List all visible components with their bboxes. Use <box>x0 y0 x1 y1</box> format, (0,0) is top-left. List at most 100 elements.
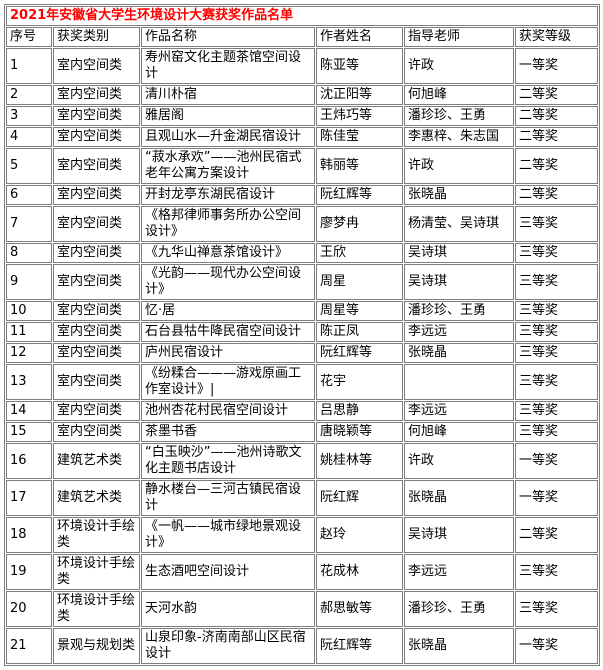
table-cell: 潘珍珍、王勇 <box>404 106 514 126</box>
table-cell: 山泉印象-济南南部山区民宿设计 <box>141 628 315 664</box>
table-cell: 19 <box>6 554 52 590</box>
table-row: 10 室内空间类 忆·居 周星等 潘珍珍、王勇 三等奖 <box>6 301 599 321</box>
table-cell: 吴诗琪 <box>404 243 514 263</box>
header-cell: 作者姓名 <box>316 27 403 47</box>
awards-table-body: 2021年安徽省大学生环境设计大赛获奖作品名单 序号 获奖类别 作品名称 作者姓名 指导… <box>6 6 599 664</box>
table-row: 2 室内空间类 清川朴宿 沈正阳等 何旭峰 二等奖 <box>6 85 599 105</box>
table-cell: 二等奖 <box>515 148 599 184</box>
table-cell: 陈正凤 <box>316 322 403 342</box>
table-cell: 一等奖 <box>515 443 599 479</box>
table-cell: 廖梦冉 <box>316 206 403 242</box>
table-cell: 静水楼台—三河古镇民宿设计 <box>141 480 315 516</box>
table-cell: 李惠梓、朱志国 <box>404 127 514 147</box>
table-cell: 室内空间类 <box>53 185 140 205</box>
table-cell: 《一帆——城市绿地景观设计》 <box>141 517 315 553</box>
table-cell: 7 <box>6 206 52 242</box>
table-cell: 茶墨书香 <box>141 422 315 442</box>
table-cell: 环境设计手绘类 <box>53 517 140 553</box>
table-cell: 张晓晶 <box>404 343 514 363</box>
table-cell: 池州杏花村民宿空间设计 <box>141 401 315 421</box>
table-cell: 三等奖 <box>515 422 599 442</box>
table-cell: 生态酒吧空间设计 <box>141 554 315 590</box>
table-cell: 18 <box>6 517 52 553</box>
header-cell: 获奖类别 <box>53 27 140 47</box>
table-cell: 许政 <box>404 148 514 184</box>
table-cell: 17 <box>6 480 52 516</box>
table-cell: 寿州窑文化主题茶馆空间设计 <box>141 48 315 84</box>
table-row: 12 室内空间类 庐州民宿设计 阮红辉等 张晓晶 三等奖 <box>6 343 599 363</box>
table-cell: 赵玲 <box>316 517 403 553</box>
table-row: 4 室内空间类 且观山水—升金湖民宿设计 陈佳莹 李惠梓、朱志国 二等奖 <box>6 127 599 147</box>
table-row: 21 景观与规划类 山泉印象-济南南部山区民宿设计 阮红辉等 张晓晶 一等奖 <box>6 628 599 664</box>
table-cell: 郝思敏等 <box>316 591 403 627</box>
table-row: 19 环境设计手绘类 生态酒吧空间设计 花成林 李远远 三等奖 <box>6 554 599 590</box>
table-cell: 李远远 <box>404 554 514 590</box>
table-cell: 室内空间类 <box>53 401 140 421</box>
table-cell: 一等奖 <box>515 628 599 664</box>
table-cell: “菽水承欢”——池州民宿式老年公寓方案设计 <box>141 148 315 184</box>
table-cell: 《九华山禅意茶馆设计》 <box>141 243 315 263</box>
table-cell: 室内空间类 <box>53 106 140 126</box>
header-cell: 序号 <box>6 27 52 47</box>
table-cell: 5 <box>6 148 52 184</box>
table-cell: 11 <box>6 322 52 342</box>
table-cell: 二等奖 <box>515 127 599 147</box>
table-cell: 天河水韵 <box>141 591 315 627</box>
header-cell: 指导老师 <box>404 27 514 47</box>
table-row: 7 室内空间类 《格邦律师事务所办公空间设计》 廖梦冉 杨清莹、吴诗琪 三等奖 <box>6 206 599 242</box>
table-cell: 室内空间类 <box>53 322 140 342</box>
awards-table: 2021年安徽省大学生环境设计大赛获奖作品名单 序号 获奖类别 作品名称 作者姓名 指导… <box>4 4 601 666</box>
table-cell: 室内空间类 <box>53 343 140 363</box>
table-cell: 13 <box>6 364 52 400</box>
table-cell: 二等奖 <box>515 85 599 105</box>
header-row: 序号 获奖类别 作品名称 作者姓名 指导老师 获奖等级 <box>6 27 599 47</box>
table-cell: 石台县牯牛降民宿空间设计 <box>141 322 315 342</box>
table-cell: 王炜巧等 <box>316 106 403 126</box>
table-cell: 三等奖 <box>515 364 599 400</box>
table-row: 1 室内空间类 寿州窑文化主题茶馆空间设计 陈亚等 许政 一等奖 <box>6 48 599 84</box>
table-cell: 8 <box>6 243 52 263</box>
table-cell: 潘珍珍、王勇 <box>404 591 514 627</box>
table-row: 6 室内空间类 开封龙亭东湖民宿设计 阮红辉等 张晓晶 二等奖 <box>6 185 599 205</box>
table-cell: 建筑艺术类 <box>53 480 140 516</box>
table-cell: 三等奖 <box>515 264 599 300</box>
table-cell: 10 <box>6 301 52 321</box>
table-cell: 阮红辉等 <box>316 343 403 363</box>
table-cell: 开封龙亭东湖民宿设计 <box>141 185 315 205</box>
table-cell: 陈佳莹 <box>316 127 403 147</box>
table-cell: 唐晓颖等 <box>316 422 403 442</box>
table-cell: 12 <box>6 343 52 363</box>
table-cell: 阮红辉 <box>316 480 403 516</box>
table-row: 3 室内空间类 雅居阁 王炜巧等 潘珍珍、王勇 二等奖 <box>6 106 599 126</box>
table-row: 20 环境设计手绘类 天河水韵 郝思敏等 潘珍珍、王勇 三等奖 <box>6 591 599 627</box>
table-cell: 周星 <box>316 264 403 300</box>
table-cell: 二等奖 <box>515 185 599 205</box>
table-cell: 1 <box>6 48 52 84</box>
table-row: 11 室内空间类 石台县牯牛降民宿空间设计 陈正凤 李远远 三等奖 <box>6 322 599 342</box>
table-cell: 王欣 <box>316 243 403 263</box>
table-cell: 室内空间类 <box>53 264 140 300</box>
table-cell: 室内空间类 <box>53 422 140 442</box>
table-cell: 李远远 <box>404 322 514 342</box>
table-cell: 6 <box>6 185 52 205</box>
table-cell: 环境设计手绘类 <box>53 591 140 627</box>
table-cell: 三等奖 <box>515 554 599 590</box>
table-cell: “白玉映沙”——池州诗歌文化主题书店设计 <box>141 443 315 479</box>
table-cell: 15 <box>6 422 52 442</box>
table-cell: 杨清莹、吴诗琪 <box>404 206 514 242</box>
table-cell: 一等奖 <box>515 480 599 516</box>
table-cell: 室内空间类 <box>53 85 140 105</box>
table-cell: 吕思静 <box>316 401 403 421</box>
table-cell: 张晓晶 <box>404 185 514 205</box>
table-cell: 室内空间类 <box>53 243 140 263</box>
table-cell: 9 <box>6 264 52 300</box>
table-cell: 陈亚等 <box>316 48 403 84</box>
table-cell: 沈正阳等 <box>316 85 403 105</box>
header-cell: 获奖等级 <box>515 27 599 47</box>
table-cell: 忆·居 <box>141 301 315 321</box>
table-cell: 室内空间类 <box>53 364 140 400</box>
table-cell: 花宇 <box>316 364 403 400</box>
table-cell: 建筑艺术类 <box>53 443 140 479</box>
table-cell: 许政 <box>404 443 514 479</box>
table-cell: 《光韵——现代办公空间设计》 <box>141 264 315 300</box>
